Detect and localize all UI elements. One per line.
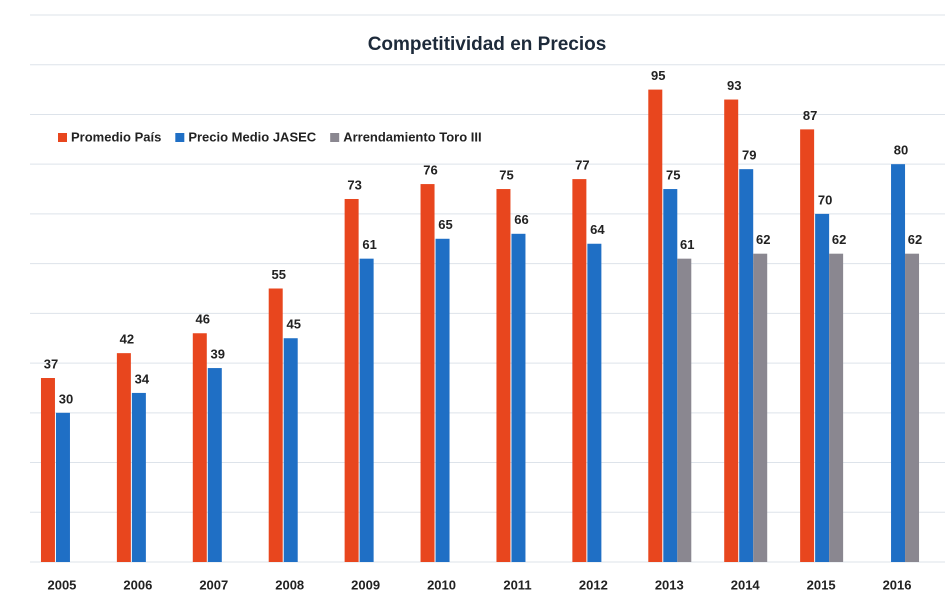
bar [420,184,435,562]
bar [724,99,739,562]
legend-swatch [330,133,340,142]
bar [359,258,374,562]
data-label: 62 [756,232,770,247]
x-tick-label: 2014 [731,577,761,592]
data-label: 77 [575,158,589,173]
x-tick-label: 2010 [427,577,456,592]
bar [677,258,692,562]
data-label: 75 [666,167,680,182]
data-label: 66 [514,212,528,227]
bar [905,253,920,562]
data-label: 61 [362,237,376,252]
legend-label: Promedio País [71,129,161,144]
data-label: 65 [438,217,452,232]
bar [435,238,450,563]
x-tick-label: 2009 [351,577,380,592]
x-tick-label: 2012 [579,577,608,592]
bar [587,243,602,562]
x-tick-label: 2005 [47,577,76,592]
bar [283,338,298,562]
bar [192,333,207,562]
bar [663,189,678,562]
data-label: 80 [894,143,908,158]
data-label: 46 [196,312,210,327]
legend-label: Precio Medio JASEC [188,129,316,144]
bar [648,89,663,562]
bar [40,378,55,562]
data-label: 62 [908,232,922,247]
legend-swatch [58,133,67,142]
data-label: 61 [680,237,694,252]
bar [739,169,754,562]
bar [496,189,511,562]
x-tick-label: 2016 [883,577,912,592]
data-label: 64 [590,222,605,237]
data-label: 75 [499,167,513,182]
data-label: 62 [832,232,846,247]
data-label: 34 [135,371,150,386]
bar [55,412,70,562]
chart-title: Competitividad en Precios [368,34,607,55]
bar [891,164,906,562]
data-label: 70 [818,192,832,207]
bar [207,368,222,562]
x-tick-label: 2011 [503,577,531,592]
data-label: 76 [423,163,437,178]
data-label: 73 [347,177,361,192]
x-tick-label: 2007 [199,577,228,592]
bar [572,179,587,562]
bar [800,129,815,562]
data-label: 45 [286,317,300,332]
data-label: 93 [727,78,741,93]
bar [815,213,830,562]
data-label: 30 [59,391,73,406]
x-tick-label: 2015 [807,577,836,592]
data-label: 95 [651,68,665,83]
data-label: 87 [803,108,817,123]
bar [511,233,526,563]
bar [344,198,359,562]
data-label: 39 [211,347,225,362]
x-tick-label: 2008 [275,577,304,592]
x-tick-label: 2013 [655,577,684,592]
data-label: 55 [271,267,285,282]
data-label: 37 [44,356,58,371]
data-label: 79 [742,148,756,163]
bar [116,353,131,562]
bar [131,392,146,562]
bar [268,288,283,562]
legend-swatch [175,133,185,142]
bar [753,253,768,562]
bar [829,253,844,562]
x-tick-label: 2006 [123,577,152,592]
legend-label: Arrendamiento Toro III [343,129,481,144]
data-label: 42 [120,332,134,347]
